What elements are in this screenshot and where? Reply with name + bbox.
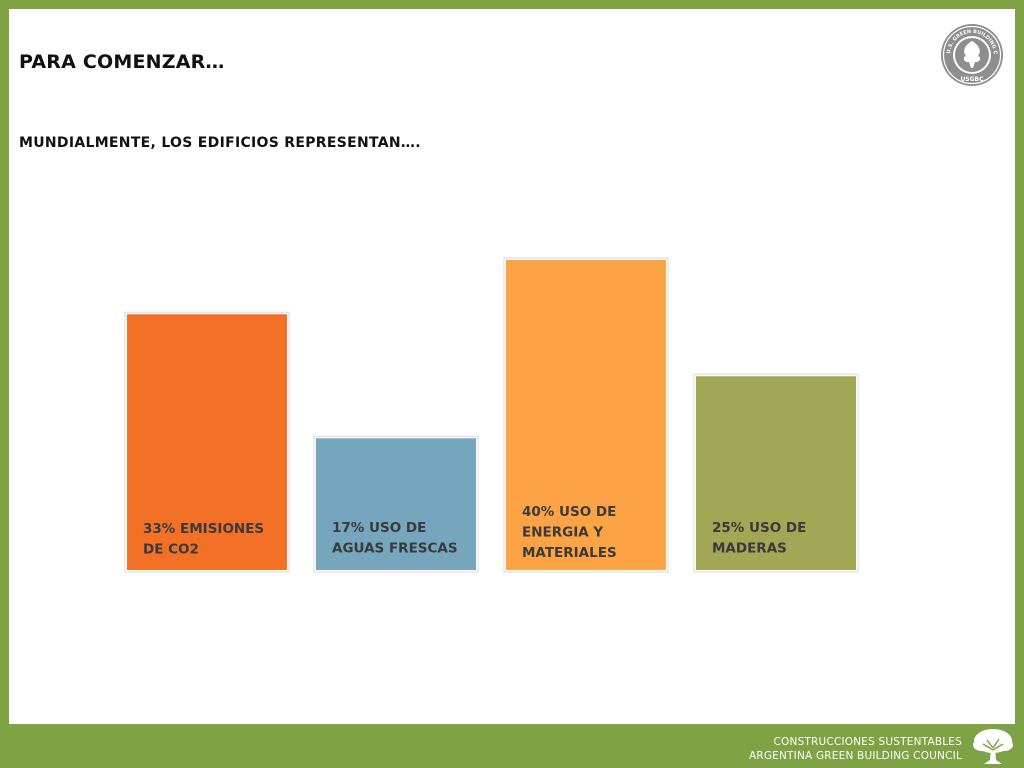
- bar-33-emisiones-de-co2: [127, 314, 287, 570]
- bar-frame-3: [503, 257, 669, 573]
- bar-frame-4: [693, 373, 859, 573]
- bar-frame-2: [313, 435, 479, 573]
- footer-text: CONSTRUCCIONES SUSTENTABLES ARGENTINA GR…: [749, 735, 962, 763]
- bar-label-17-uso-de-aguas-frescas: 17% USO DE AGUAS FRESCAS: [332, 520, 458, 557]
- slide: PARA COMENZAR… MUNDIALMENTE, LOS EDIFICI…: [9, 9, 1015, 724]
- chart-bars: [124, 257, 859, 573]
- bar-chart: 33% EMISIONES DE CO2 17% USO DE AGUAS FRESC…: [124, 257, 859, 573]
- chart-labels: 33% EMISIONES DE CO2 17% USO DE AGUAS FRESC…: [143, 504, 806, 561]
- footer-line-1: CONSTRUCCIONES SUSTENTABLES: [773, 736, 962, 748]
- footer-line-2: ARGENTINA GREEN BUILDING COUNCIL: [748, 750, 962, 762]
- usgbc-seal-icon: U.S. GREEN BUILDING COUNCIL USGBC: [940, 23, 1003, 86]
- bar-frame-1: [124, 311, 290, 573]
- bar-17-uso-de-aguas-frescas: [316, 438, 476, 570]
- bar-label-33-emisiones-de-co2: 33% EMISIONES DE CO2: [143, 521, 264, 558]
- bar-40-uso-de-energia-y-materiales: [506, 260, 666, 570]
- bar-label-25-uso-de-maderas: 25% USO DE MADERAS: [712, 520, 806, 557]
- seal-wordmark: USGBC: [960, 76, 984, 83]
- tree-icon: [973, 729, 1013, 764]
- bar-25-uso-de-maderas: [696, 376, 856, 570]
- bar-label-40-uso-de-energia-y-materiales: 40% USO DE ENERGIA Y MATERIALES: [522, 504, 617, 561]
- slide-title: PARA COMENZAR…: [19, 51, 225, 73]
- slide-subtitle: MUNDIALMENTE, LOS EDIFICIOS REPRESENTAN……: [19, 135, 421, 151]
